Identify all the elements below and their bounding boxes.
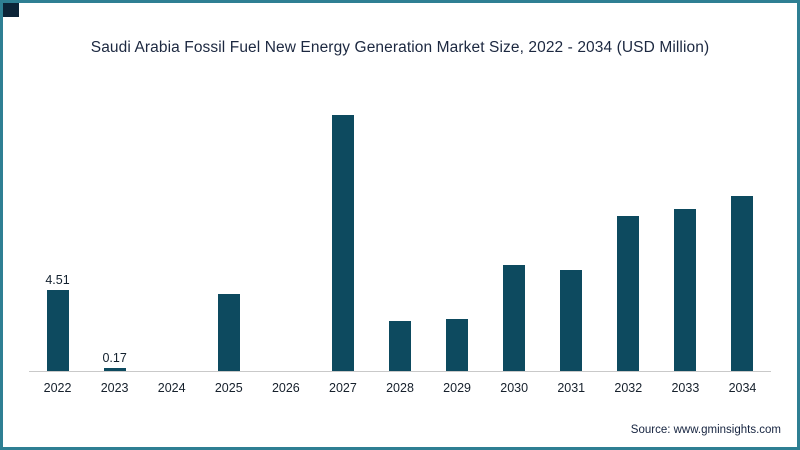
plot-area: 4.51 0.17 [29,91,771,372]
x-axis-label: 2033 [671,381,700,395]
bar-column: 4.51 [29,273,86,371]
bar-column [314,115,371,371]
bar-2032 [617,216,640,371]
bar-2031 [560,270,583,371]
bar-2022 [46,289,69,371]
x-axis-label: 2024 [157,381,186,395]
x-axis-label: 2026 [271,381,300,395]
bar-2023 [103,367,126,371]
bar-2029 [446,318,469,371]
x-axis-label: 2031 [557,381,586,395]
x-axis-label: 2032 [614,381,643,395]
source-text: Source: www.gminsights.com [630,424,781,436]
x-axis-label: 2030 [500,381,529,395]
corner-accent-square [3,3,19,17]
bar-column [657,209,714,371]
bar-2030 [503,264,526,371]
bar-2028 [389,320,411,371]
x-axis-label: 2025 [214,381,243,395]
bar-column [200,293,257,371]
bar-column: 0.17 [86,351,143,371]
chart-title: Saudi Arabia Fossil Fuel New Energy Gene… [90,39,710,56]
bar-2025 [217,293,240,371]
bar-column [600,216,657,371]
x-axis-label: 2027 [329,381,357,395]
bar-column [543,270,600,371]
x-axis-label: 2034 [728,381,757,395]
x-axis-label: 2029 [443,381,471,395]
bar-column [714,196,771,371]
bar-2027 [331,115,354,371]
bar-2033 [674,209,697,371]
x-axis-label: 2028 [386,381,414,395]
bar-column [486,264,543,371]
bar-column [371,320,428,371]
x-axis: 2022 2023 2024 2025 2026 2027 2028 2029 2030 2031… [29,372,771,395]
bar-2034 [731,196,754,371]
bar-value-label: 4.51 [45,272,70,287]
bar-value-label: 0.17 [102,350,127,365]
x-axis-label: 2022 [43,381,72,395]
x-axis-label: 2023 [100,381,129,395]
bar-column [429,318,486,371]
